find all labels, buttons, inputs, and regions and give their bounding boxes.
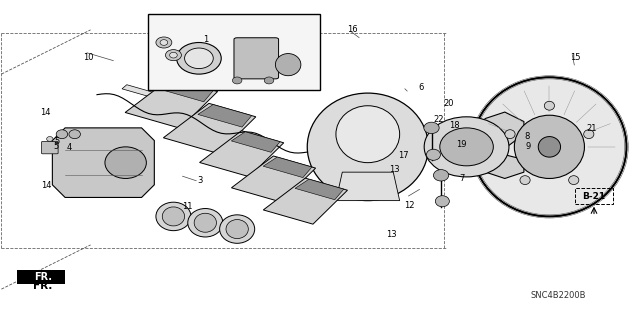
Polygon shape <box>473 112 524 178</box>
Polygon shape <box>163 103 256 153</box>
Ellipse shape <box>424 117 509 177</box>
Polygon shape <box>231 132 280 152</box>
Polygon shape <box>263 178 348 224</box>
Text: 13: 13 <box>387 230 397 239</box>
Ellipse shape <box>515 115 584 178</box>
Ellipse shape <box>166 50 181 61</box>
Text: 5: 5 <box>54 137 60 146</box>
Text: 9: 9 <box>525 142 531 151</box>
Text: 4: 4 <box>67 143 72 152</box>
Ellipse shape <box>544 101 554 110</box>
FancyBboxPatch shape <box>17 270 65 285</box>
Polygon shape <box>198 105 252 127</box>
Ellipse shape <box>156 202 191 231</box>
Text: FR.: FR. <box>33 281 52 291</box>
Polygon shape <box>160 110 231 133</box>
Ellipse shape <box>264 77 274 84</box>
Ellipse shape <box>275 54 301 76</box>
Ellipse shape <box>220 215 255 243</box>
FancyBboxPatch shape <box>42 141 58 154</box>
Ellipse shape <box>163 207 184 226</box>
Ellipse shape <box>194 213 216 232</box>
Ellipse shape <box>426 149 440 160</box>
Text: 16: 16 <box>348 25 358 34</box>
Text: B-21: B-21 <box>582 192 605 201</box>
Polygon shape <box>125 78 218 128</box>
Ellipse shape <box>336 106 399 163</box>
Polygon shape <box>295 179 344 200</box>
Polygon shape <box>268 178 328 198</box>
Text: 21: 21 <box>586 124 597 133</box>
Ellipse shape <box>56 130 68 139</box>
Text: 7: 7 <box>459 174 464 183</box>
Ellipse shape <box>569 176 579 184</box>
Ellipse shape <box>226 219 248 239</box>
Ellipse shape <box>584 130 594 138</box>
Text: 22: 22 <box>433 115 444 124</box>
Ellipse shape <box>472 77 627 216</box>
Ellipse shape <box>520 176 530 184</box>
Text: 14: 14 <box>40 108 50 116</box>
Text: 8: 8 <box>524 132 529 141</box>
Text: 13: 13 <box>389 165 399 174</box>
FancyBboxPatch shape <box>148 14 320 90</box>
Ellipse shape <box>433 170 449 181</box>
Ellipse shape <box>47 137 53 141</box>
Text: 11: 11 <box>182 202 193 211</box>
Text: 3: 3 <box>198 176 203 185</box>
Polygon shape <box>122 85 193 108</box>
Ellipse shape <box>440 128 493 166</box>
Ellipse shape <box>170 52 177 58</box>
Polygon shape <box>159 79 214 102</box>
Polygon shape <box>263 157 312 178</box>
Ellipse shape <box>307 93 428 201</box>
Text: 6: 6 <box>419 83 424 92</box>
Polygon shape <box>200 131 284 177</box>
Polygon shape <box>336 172 399 201</box>
Text: 5: 5 <box>54 142 59 151</box>
Ellipse shape <box>160 40 168 45</box>
Text: 14: 14 <box>42 181 52 190</box>
Ellipse shape <box>177 42 221 74</box>
Text: 20: 20 <box>443 99 454 108</box>
Ellipse shape <box>435 196 449 207</box>
Text: 17: 17 <box>398 151 409 160</box>
Text: FR.: FR. <box>34 272 52 282</box>
Polygon shape <box>52 128 154 197</box>
Ellipse shape <box>424 122 439 134</box>
Text: 12: 12 <box>404 201 415 210</box>
Text: SNC4B2200B: SNC4B2200B <box>531 291 586 300</box>
Text: 15: 15 <box>570 53 581 62</box>
Ellipse shape <box>538 137 561 157</box>
Ellipse shape <box>505 130 515 138</box>
Ellipse shape <box>156 37 172 48</box>
Ellipse shape <box>188 209 223 237</box>
Text: 19: 19 <box>456 140 466 150</box>
Ellipse shape <box>105 147 147 178</box>
Polygon shape <box>236 156 296 176</box>
Polygon shape <box>232 156 316 202</box>
Ellipse shape <box>232 77 242 84</box>
Text: 10: 10 <box>83 53 93 62</box>
Text: 18: 18 <box>449 122 460 130</box>
Ellipse shape <box>69 130 81 139</box>
Ellipse shape <box>184 48 213 69</box>
Text: 1: 1 <box>203 35 208 44</box>
FancyBboxPatch shape <box>234 38 278 79</box>
